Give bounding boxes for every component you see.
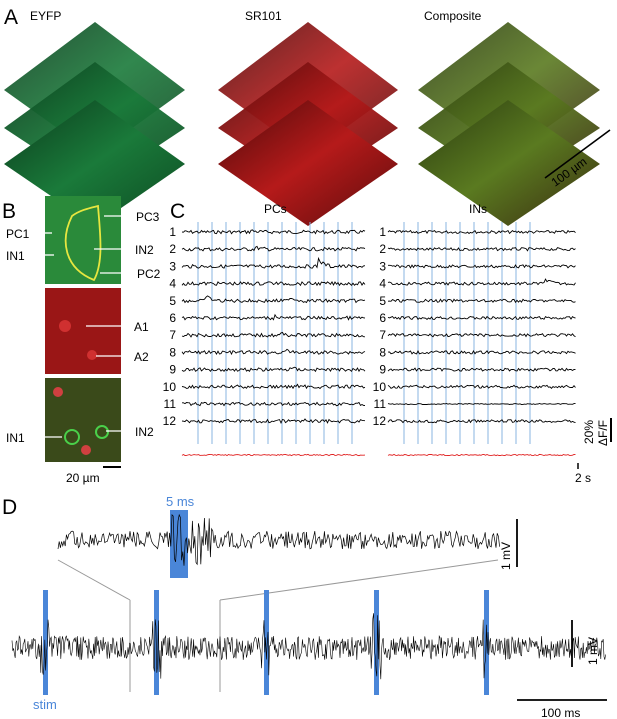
in-trace-number: 5: [379, 294, 386, 308]
pc-trace-number: 10: [163, 380, 177, 394]
panel-a-scale-bar: [544, 129, 611, 179]
panel-c-scale-time: 2 s: [575, 471, 591, 485]
ins-stim-lines: [403, 222, 531, 444]
pc-trace-number: 8: [169, 345, 176, 359]
zoom-guide-right: [219, 559, 499, 601]
pc-trace-number: 2: [169, 242, 176, 256]
label-in2-top: IN2: [135, 243, 154, 257]
stim-pulse: [264, 590, 269, 695]
pc-trace-number: 4: [169, 277, 176, 291]
stim-pulse: [43, 590, 48, 695]
panel-b-arrows: [40, 215, 136, 438]
panel-a-letter: A: [4, 6, 18, 29]
in-trace-number: 8: [379, 345, 386, 359]
pcs-traces: [181, 229, 366, 457]
sr101-title: SR101: [245, 9, 282, 23]
main-trace: [11, 613, 606, 680]
in-trace-number: 9: [379, 363, 386, 377]
pcs-title: PCs: [264, 202, 287, 216]
pc-trace-number: 3: [169, 259, 176, 273]
label-in1-top: IN1: [6, 249, 25, 263]
label-a1: A1: [134, 320, 149, 334]
time-scale-label: 100 ms: [541, 706, 580, 719]
panel-b-letter: B: [2, 200, 16, 223]
label-pc2: PC2: [137, 267, 161, 281]
in-trace-number: 3: [379, 259, 386, 273]
panel-d-letter: D: [2, 496, 17, 519]
ins-traces: [387, 229, 576, 457]
pc-trace-number: 11: [164, 397, 177, 411]
in-trace-number: 12: [373, 414, 387, 428]
composite-stack: [418, 22, 600, 226]
in-trace-number: 10: [373, 380, 387, 394]
label-pc3: PC3: [136, 210, 160, 224]
pc-trace-number: 6: [169, 311, 176, 325]
zoom-trace: [57, 513, 500, 566]
pc-trace-number: 5: [169, 294, 176, 308]
panel-c-scale-dff: ΔF/F: [596, 420, 610, 446]
label-a2: A2: [134, 350, 149, 364]
label-pc1: PC1: [6, 227, 30, 241]
in-trace-number: 11: [374, 397, 387, 411]
eyfp-stack: [4, 22, 185, 226]
pulse-label: 5 ms: [166, 494, 195, 509]
yellow-outline: [64, 204, 102, 282]
panel-b-scale-label: 20 µm: [66, 471, 100, 485]
pc-trace-number: 12: [163, 414, 177, 428]
zoom-guide-left: [57, 559, 131, 601]
sr101-stack: [218, 22, 398, 226]
stim-label: stim: [33, 697, 57, 712]
eyfp-title: EYFP: [30, 9, 61, 23]
stim-pulse: [374, 590, 379, 695]
in-trace-number: 1: [379, 225, 386, 239]
label-in2-bottom: IN2: [135, 425, 154, 439]
panel-b-green-image: [45, 196, 121, 284]
stim-pulse: [484, 590, 489, 695]
panel-c-scale-pct: 20%: [582, 420, 596, 444]
main-scale-label: 1 mV: [586, 637, 600, 665]
in-trace-number: 7: [379, 328, 386, 342]
in-trace-number: 2: [379, 242, 386, 256]
panel-c-letter: C: [170, 200, 185, 223]
pc-trace-number: 1: [169, 225, 176, 239]
pc-trace-number: 9: [169, 363, 176, 377]
panel-b-red-image: [45, 288, 121, 374]
pc-trace-number: 7: [169, 328, 176, 342]
ins-title: INs: [469, 202, 487, 216]
label-in1-bottom: IN1: [6, 431, 25, 445]
in-trace-number: 4: [379, 277, 386, 291]
composite-title: Composite: [424, 9, 482, 23]
pcs-stim-lines: [197, 222, 353, 444]
zoom-scale-label: 1 mV: [499, 542, 513, 570]
in-trace-number: 6: [379, 311, 386, 325]
